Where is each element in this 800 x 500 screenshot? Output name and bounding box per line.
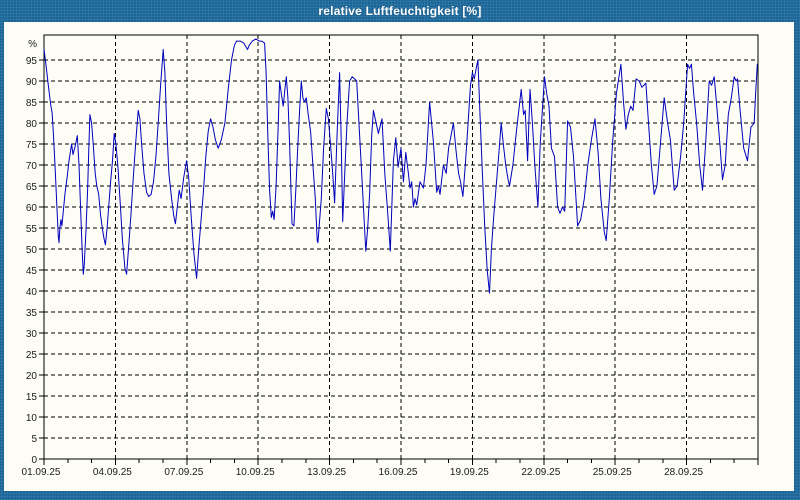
y-tick-label: 90 bbox=[26, 77, 38, 88]
x-tick-label: 16.09.25 bbox=[379, 467, 418, 478]
y-axis-unit-label: % bbox=[28, 39, 37, 50]
chart-content-area: 0 5 10 15 20 25 30 35 40 45 50 55 60 65 70 75 80 85 90 95% 0… bbox=[4, 22, 794, 491]
y-tick-label: 15 bbox=[26, 392, 38, 403]
y-tick-label: 60 bbox=[26, 203, 38, 214]
window-title: relative Luftfeuchtigkeit [%] bbox=[318, 4, 482, 18]
y-tick-label: 5 bbox=[31, 434, 37, 445]
y-tick-label: 95 bbox=[26, 56, 38, 67]
y-tick-label: 70 bbox=[26, 161, 38, 172]
y-tick-label: 80 bbox=[26, 119, 38, 130]
y-tick-label: 30 bbox=[26, 329, 38, 340]
y-tick-label: 50 bbox=[26, 245, 38, 256]
x-tick-label: 04.09.25 bbox=[93, 467, 132, 478]
y-tick-label: 40 bbox=[26, 287, 38, 298]
y-tick-label: 45 bbox=[26, 266, 38, 277]
humidity-series-line bbox=[43, 38, 758, 294]
x-tick-label: 10.09.25 bbox=[236, 467, 275, 478]
humidity-chart-canvas: 0 5 10 15 20 25 30 35 40 45 50 55 60 65 70 75 80 85 90 95% 0… bbox=[22, 34, 759, 478]
x-tick-label: 07.09.25 bbox=[164, 467, 203, 478]
y-tick-label: 35 bbox=[26, 308, 38, 319]
y-tick-label: 75 bbox=[26, 140, 38, 151]
y-tick-label: 55 bbox=[26, 224, 38, 235]
y-tick-label: 25 bbox=[26, 350, 38, 361]
x-tick-label: 13.09.25 bbox=[307, 467, 346, 478]
x-tick-label: 22.09.25 bbox=[521, 467, 560, 478]
y-tick-label: 10 bbox=[26, 413, 38, 424]
y-tick-label: 20 bbox=[26, 371, 38, 382]
title-bar[interactable]: relative Luftfeuchtigkeit [%] bbox=[0, 0, 800, 22]
y-tick-label: 65 bbox=[26, 182, 38, 193]
x-tick-label: 25.09.25 bbox=[593, 467, 632, 478]
x-tick-label: 19.09.25 bbox=[450, 467, 489, 478]
y-tick-label: 85 bbox=[26, 98, 38, 109]
plot-frame bbox=[43, 34, 759, 460]
y-tick-label: 0 bbox=[31, 455, 37, 466]
x-tick-label: 01.09.25 bbox=[22, 467, 61, 478]
x-tick-label: 28.09.25 bbox=[664, 467, 703, 478]
